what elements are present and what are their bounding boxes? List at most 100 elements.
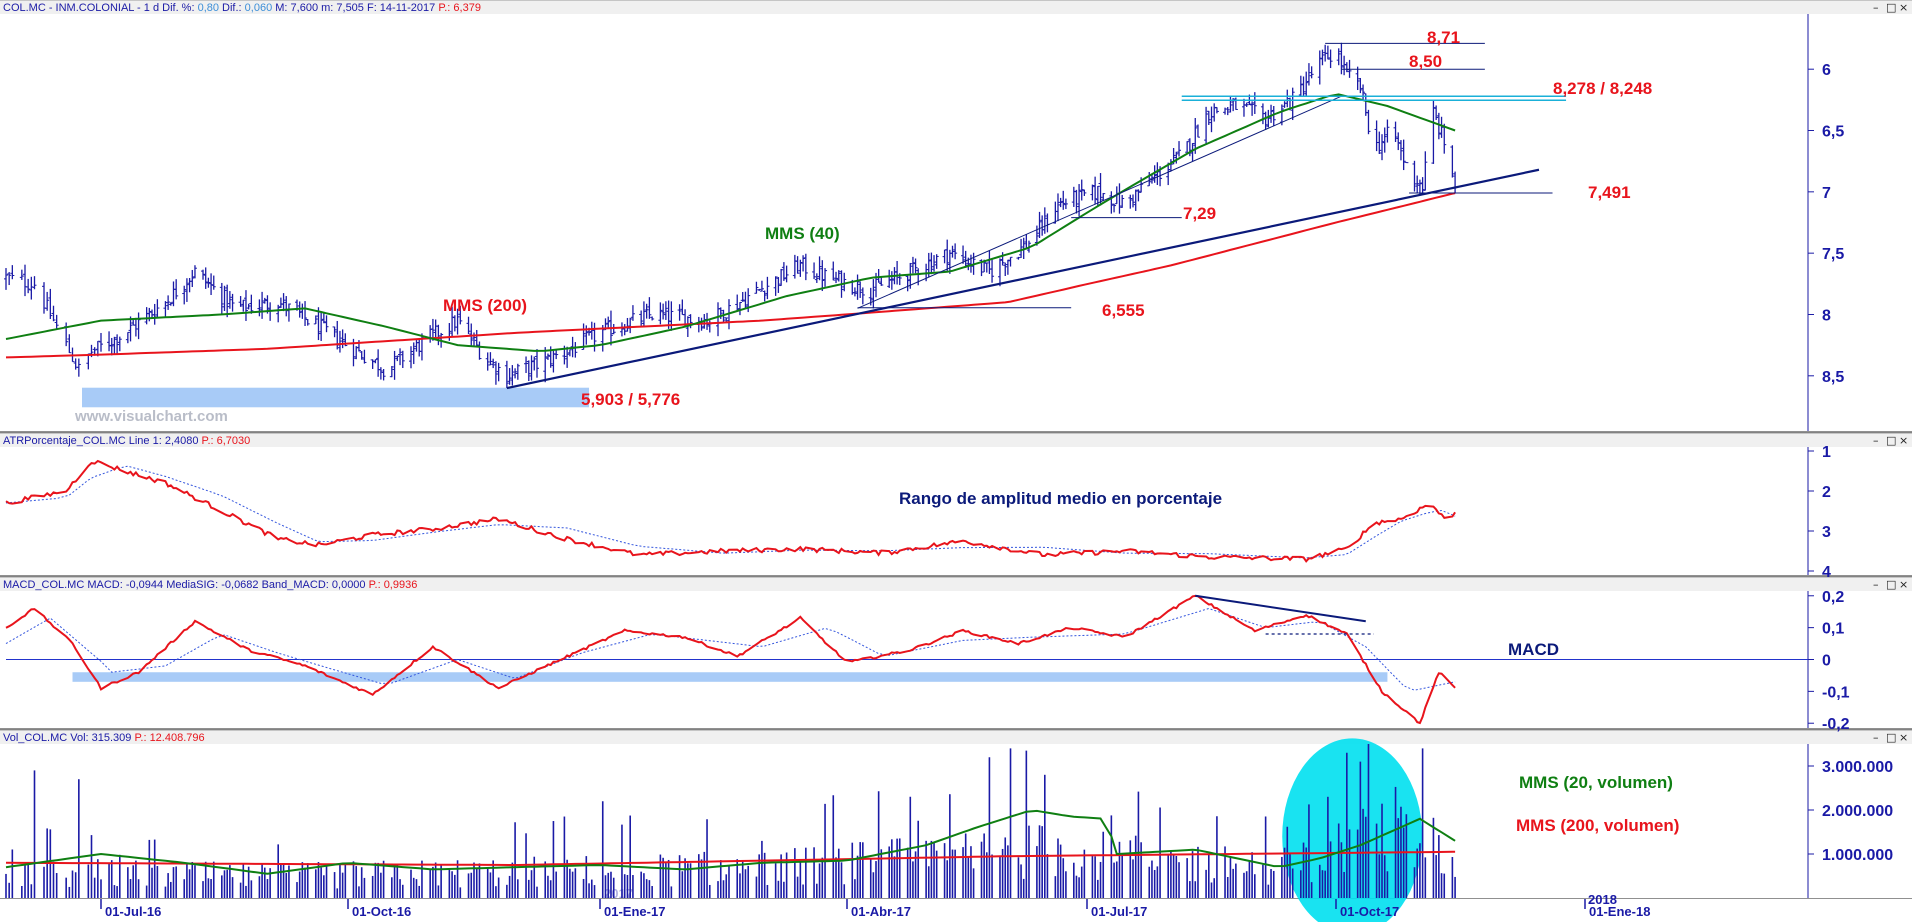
sma200-label: MMS (200) (443, 296, 527, 315)
vol-minimize-button[interactable]: – (1873, 731, 1879, 744)
price-bar (395, 355, 400, 362)
price-bar (831, 261, 836, 281)
price-bar (929, 252, 934, 275)
price-bar (400, 350, 405, 368)
price-bar (136, 312, 141, 340)
price-header-segment: Dif.: (219, 2, 242, 14)
price-bar (1185, 141, 1190, 153)
xtick-label: 01-Oct-17 (1340, 904, 1399, 919)
price-bar (1120, 194, 1125, 208)
price-bar (663, 301, 668, 320)
price-bar (905, 274, 910, 292)
price-bar (658, 302, 663, 325)
price-bar (1336, 48, 1341, 66)
atr-header-segment: P.: 6,7030 (198, 435, 250, 447)
price-bar (779, 268, 784, 287)
price-close-button[interactable]: × (1899, 1, 1908, 14)
secondary-trendline (857, 95, 1342, 309)
price-bar (526, 360, 531, 382)
price-bar (661, 303, 666, 320)
price-bar (1361, 84, 1366, 101)
price-bar (644, 303, 649, 319)
price-bar (724, 317, 729, 322)
price-bar (474, 329, 479, 347)
price-bar (1042, 207, 1047, 234)
price-bar (281, 293, 286, 312)
atr-close-button[interactable]: × (1899, 434, 1908, 447)
price-bar (740, 292, 745, 302)
macd-close-button[interactable]: × (1899, 578, 1908, 591)
price-bar (1404, 161, 1409, 164)
price-bar (398, 348, 403, 366)
price-bar (190, 269, 195, 288)
xtick-label: 01-Ene-18 (1589, 904, 1650, 919)
support-label: 5,903 / 5,776 (581, 390, 680, 409)
price-bar (1325, 45, 1330, 60)
price-header-segment: 0,80 (195, 2, 219, 14)
price-bar (488, 352, 493, 366)
xtick-label: 01-Ene-17 (604, 904, 665, 919)
price-panel: 8,5 8 7,5 7 6,5 6 (4, 42, 1844, 408)
price-header: COL.MC - INM.COLONIAL - 1 d Dif. %: 0,80… (3, 2, 481, 14)
price-ytick-label: 7 (1822, 185, 1831, 202)
price-bar (54, 314, 59, 330)
price-bar (961, 245, 966, 264)
price-bar (238, 296, 243, 307)
price-bar (1355, 66, 1360, 91)
price-bar (871, 279, 876, 309)
price-bar (953, 243, 958, 260)
macd-maximize-button[interactable]: □ (1886, 578, 1896, 591)
price-bar (554, 349, 559, 360)
price-bar (411, 342, 416, 365)
price-bar (496, 362, 501, 382)
price-bar (222, 285, 227, 311)
price-bar (1206, 110, 1211, 126)
price-bar (1398, 140, 1403, 161)
price-bar (241, 299, 246, 312)
macd-header-segment: MACD_COL.MC MACD: -0,0944 MediaSIG: -0,0… (3, 579, 366, 591)
price-bar (211, 275, 216, 290)
price-bar (650, 316, 655, 321)
price-bar (1415, 175, 1420, 193)
price-bar (606, 316, 611, 329)
price-bar (834, 271, 839, 284)
price-bar (945, 239, 950, 273)
price-bar (163, 301, 168, 318)
price-bar (735, 294, 740, 311)
vol-ytick-label: 3.000.000 (1822, 759, 1893, 776)
price-ytick-label: 7,5 (1822, 246, 1844, 263)
atr-ytick-label: 1 (1822, 444, 1831, 461)
price-bar (10, 265, 15, 280)
vol-title-bar (0, 730, 1912, 744)
xtick-label: 01-Jul-17 (1091, 904, 1147, 919)
vol-maximize-button[interactable]: □ (1886, 731, 1896, 744)
macd-minimize-button[interactable]: – (1873, 578, 1879, 591)
price-maximize-button[interactable]: □ (1886, 1, 1896, 14)
price-bar (206, 277, 211, 288)
price-bar (1095, 185, 1100, 206)
price-bar (990, 258, 995, 283)
vol-sma20-line (5, 809, 1456, 875)
vol-close-button[interactable]: × (1899, 731, 1908, 744)
price-bar (773, 276, 778, 296)
x-axis: 01-Jul-16 01-Oct-16 01-Ene-17 01-Abr-17 01-J… (100, 886, 1650, 919)
price-minimize-button[interactable]: – (1873, 1, 1879, 14)
price-title-bar (0, 0, 1912, 14)
atr-minimize-button[interactable]: – (1873, 434, 1879, 447)
price-bar (1269, 104, 1274, 123)
price-ytick-label: 6,5 (1822, 124, 1844, 141)
price-bar (1309, 66, 1314, 79)
price-bar (109, 337, 114, 356)
level-label-7-29: 7,29 (1183, 204, 1216, 223)
atr-maximize-button[interactable]: □ (1886, 434, 1896, 447)
price-bar (515, 363, 520, 380)
price-bar (543, 347, 548, 383)
price-bar (1079, 179, 1084, 201)
price-bar (491, 358, 496, 369)
macd-title: MACD (1508, 640, 1559, 659)
price-bar (332, 326, 337, 338)
price-bar (1016, 256, 1021, 260)
xtick-label: 01-Jul-16 (105, 904, 161, 919)
macd-ytick-label: -0,1 (1822, 684, 1850, 701)
price-bar (1366, 109, 1371, 135)
